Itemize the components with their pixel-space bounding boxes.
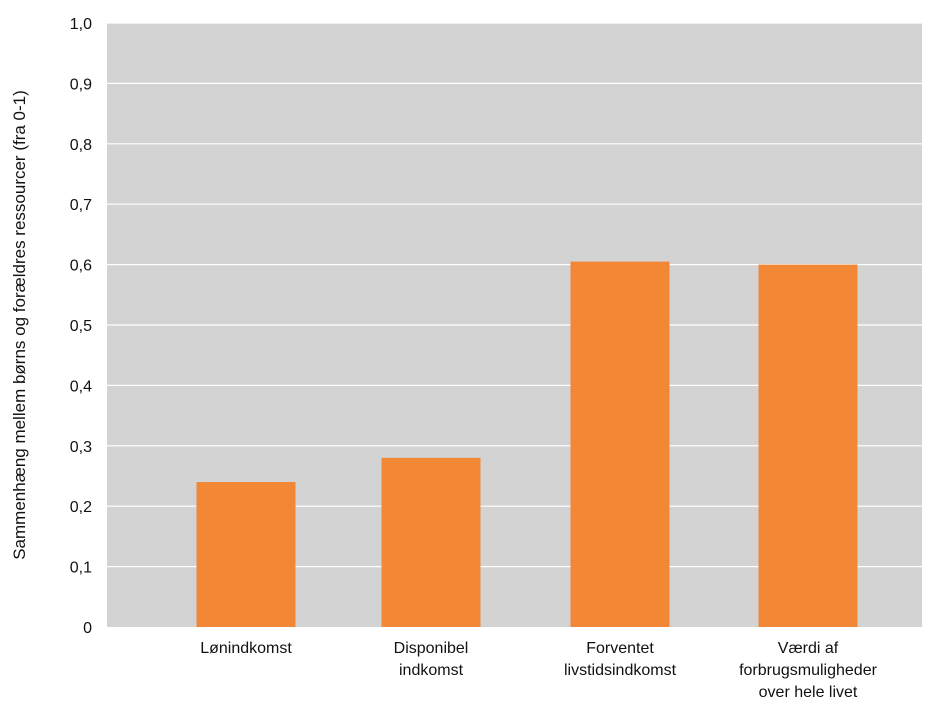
y-axis-ticks: 0 0,1 0,2 0,3 0,4 0,5 0,6 0,7 0,8 0,9 1,0 (70, 16, 92, 637)
bar (758, 264, 858, 627)
x-category-label-line: over hele livet (759, 684, 858, 701)
x-axis-categories: Lønindkomst Disponibel indkomst Forventet li… (200, 640, 877, 701)
bar (381, 457, 481, 627)
bar (570, 261, 670, 627)
x-category-label-line: Lønindkomst (200, 640, 292, 657)
y-tick-label: 0 (83, 620, 92, 637)
y-axis-label: Sammenhæng mellem børns og forældres res… (10, 90, 29, 560)
y-tick-label: 0,7 (70, 197, 92, 214)
x-category-label: Lønindkomst (200, 640, 292, 657)
x-category-label-line: indkomst (399, 662, 464, 679)
x-category-label-line: Forventet (586, 640, 654, 657)
bar (196, 482, 296, 627)
x-category-label: Forventet livstidsindkomst (564, 640, 677, 679)
y-tick-label: 0,8 (70, 137, 92, 154)
x-category-label: Disponibel indkomst (394, 640, 469, 679)
y-tick-label: 0,9 (70, 76, 92, 93)
x-category-label: Værdi af forbrugsmuligheder over hele live… (739, 640, 878, 701)
gridlines (107, 22, 922, 568)
y-tick-label: 0,4 (70, 378, 92, 395)
y-tick-label: 0,5 (70, 318, 92, 335)
y-tick-label: 0,1 (70, 560, 92, 577)
y-tick-label: 0,2 (70, 499, 92, 516)
x-category-label-line: Værdi af (778, 640, 839, 657)
y-tick-label: 0,6 (70, 258, 92, 275)
bars (196, 261, 858, 627)
x-category-label-line: Disponibel (394, 640, 469, 657)
x-category-label-line: forbrugsmuligheder (739, 662, 878, 679)
y-tick-label: 0,3 (70, 439, 92, 456)
x-category-label-line: livstidsindkomst (564, 662, 677, 679)
y-tick-label: 1,0 (70, 16, 92, 33)
